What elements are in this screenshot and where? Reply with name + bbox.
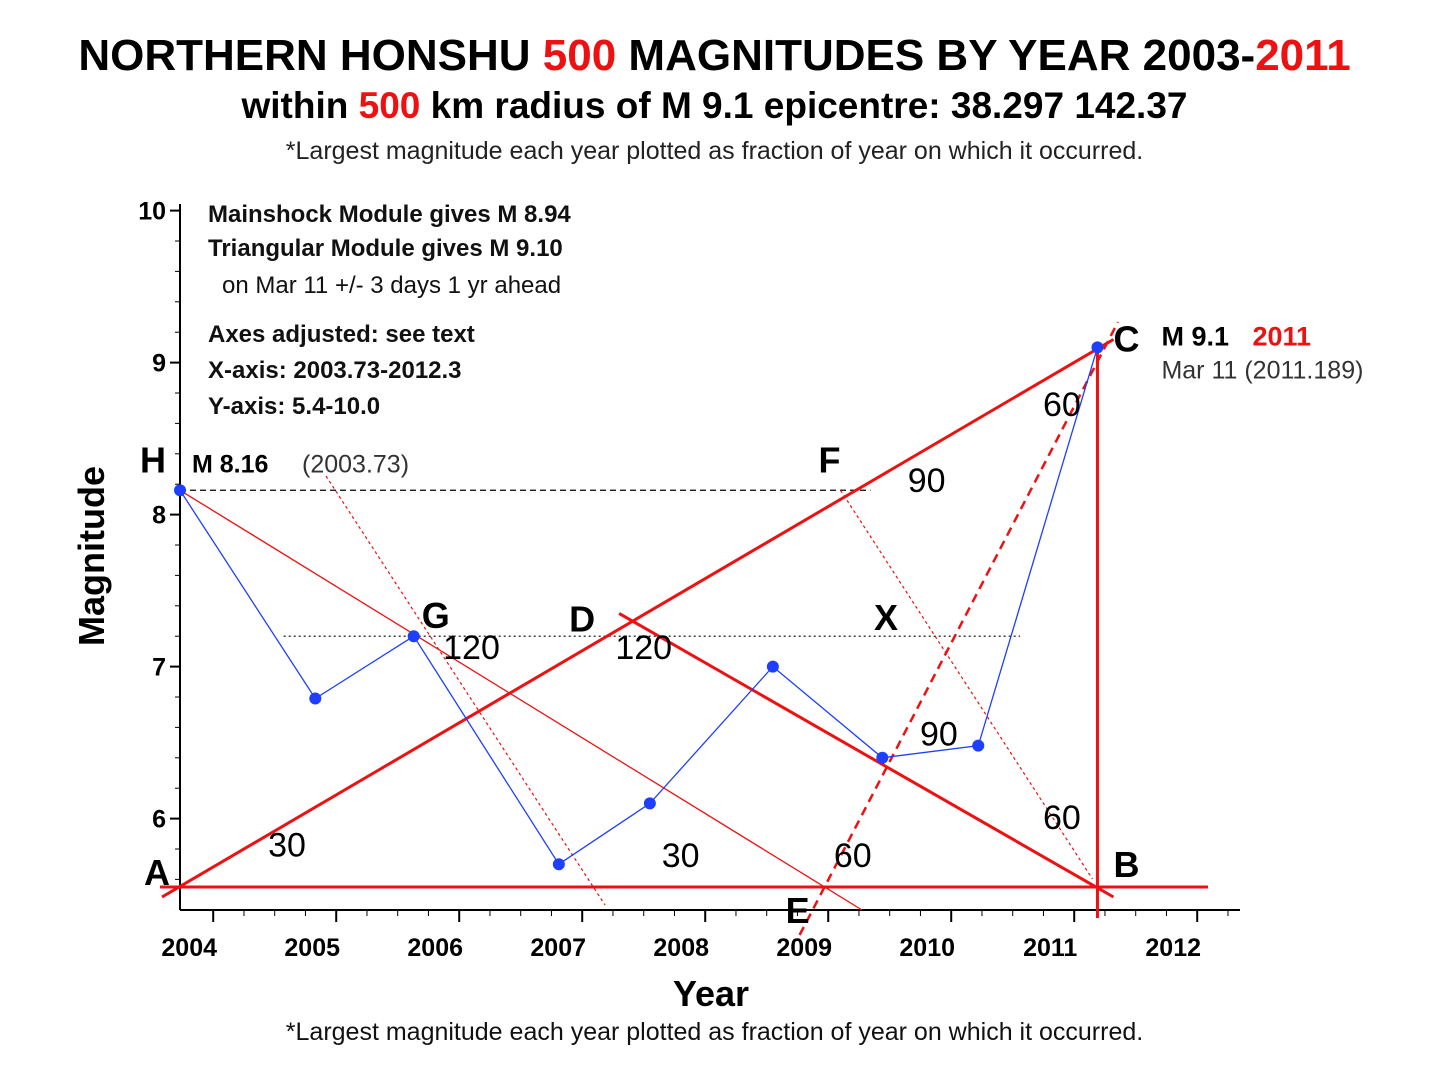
magnitude-point xyxy=(972,739,985,752)
y-tick-label: 7 xyxy=(152,654,166,682)
angle-label: 60 xyxy=(1043,799,1081,837)
angle-label: 30 xyxy=(268,827,306,865)
y-tick-label: 8 xyxy=(152,502,166,530)
h-magnitude-label: M 8.16 xyxy=(192,450,268,478)
h-year-label: (2003.73) xyxy=(302,450,409,478)
x-tick-label: 2012 xyxy=(1145,934,1201,962)
c-date-label: Mar 11 (2011.189) xyxy=(1161,356,1363,384)
magnitude-point xyxy=(876,751,889,764)
angle-label: 120 xyxy=(615,629,672,667)
x-tick-label: 2010 xyxy=(899,934,955,962)
subtitle-part-3: km radius of M 9.1 epicentre: 38.297 142… xyxy=(420,85,1188,126)
angle-label: 120 xyxy=(443,629,500,667)
point-label-g: G xyxy=(422,595,450,636)
f-to-b-dotted-line xyxy=(840,489,1093,880)
angle-label: 60 xyxy=(834,837,872,875)
angle-label: 90 xyxy=(920,716,958,754)
x-tick-label: 2009 xyxy=(776,934,832,962)
point-label-h: H xyxy=(140,439,166,480)
c-magnitude-label: M 9.1 xyxy=(1161,321,1229,351)
line-d-to-b xyxy=(618,612,1115,899)
magnitude-point xyxy=(309,692,322,705)
magnitude-point xyxy=(552,858,565,871)
x-tick-label: 2004 xyxy=(161,934,217,962)
line-e-to-c-dashed xyxy=(798,321,1120,936)
y-axis-title: Magnitude xyxy=(71,466,112,646)
title-part-4: 2011 xyxy=(1255,31,1351,80)
x-tick-label: 2006 xyxy=(407,934,463,962)
magnitude-point xyxy=(174,484,186,497)
point-label-e: E xyxy=(786,890,810,931)
subtitle-part-1: within xyxy=(241,85,359,126)
line-a-to-c xyxy=(161,338,1115,899)
point-label-x: X xyxy=(874,597,898,638)
magnitude-point xyxy=(1091,341,1104,354)
note-top: *Largest magnitude each year plotted as … xyxy=(285,137,1144,165)
y-tick-label: 6 xyxy=(152,806,166,834)
point-label-b: B xyxy=(1113,844,1139,885)
axes-adjusted-annotation: Axes adjusted: see text xyxy=(208,321,475,348)
magnitude-series-line xyxy=(179,347,1099,866)
x-axis-annotation: X-axis: 2003.73-2012.3 xyxy=(208,357,462,384)
point-label-f: F xyxy=(819,439,841,480)
x-axis-title: Year xyxy=(673,973,749,1014)
x-tick-label: 2005 xyxy=(284,934,340,962)
x-tick-label: 2008 xyxy=(653,934,709,962)
x-tick-label: 2011 xyxy=(1023,934,1077,962)
h-to-e-thin-line xyxy=(179,489,863,911)
y-tick-label: 9 xyxy=(152,350,166,378)
magnitude-point xyxy=(643,797,656,810)
angle-label: 60 xyxy=(1043,386,1081,424)
mainshock-annotation: Mainshock Module gives M 8.94 xyxy=(208,201,571,228)
note-bottom: *Largest magnitude each year plotted as … xyxy=(285,1018,1144,1046)
point-label-c: C xyxy=(1113,318,1139,359)
title-part-1: NORTHERN HONSHU xyxy=(78,31,543,80)
chart-title: NORTHERN HONSHU 500 MAGNITUDES BY YEAR 2… xyxy=(0,30,1429,82)
triangular-annotation: Triangular Module gives M 9.10 xyxy=(208,235,563,262)
point-label-a: A xyxy=(144,852,170,893)
title-part-3: MAGNITUDES BY YEAR 2003- xyxy=(616,31,1256,80)
subtitle-part-2: 500 xyxy=(358,85,421,126)
y-tick-label: 10 xyxy=(138,198,166,226)
angle-label: 90 xyxy=(908,462,946,500)
x-tick-label: 2007 xyxy=(530,934,586,962)
angle-label: 30 xyxy=(662,837,700,875)
y-axis-annotation: Y-axis: 5.4-10.0 xyxy=(208,393,381,420)
c-year-label: 2011 xyxy=(1252,321,1311,351)
chart-subtitle: within 500 km radius of M 9.1 epicentre:… xyxy=(0,84,1429,128)
magnitude-point xyxy=(766,660,779,673)
ahead-annotation: on Mar 11 +/- 3 days 1 yr ahead xyxy=(222,272,562,299)
title-part-2: 500 xyxy=(542,31,617,80)
point-label-d: D xyxy=(569,598,595,639)
g-perpendicular-dotted-line xyxy=(325,475,606,906)
magnitude-point xyxy=(407,630,420,643)
